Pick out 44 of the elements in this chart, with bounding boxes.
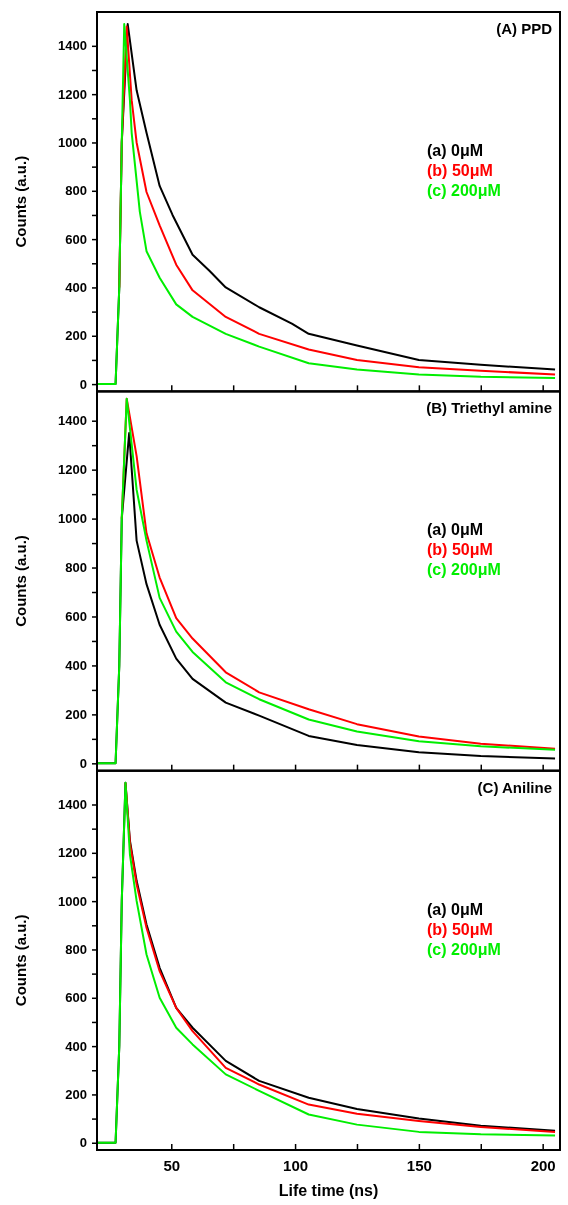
text: (c) 200μM [427,940,501,958]
y-tick-label: 600 [65,609,87,625]
text: (c) 200μM [427,561,501,579]
y-tick-label: 1000 [58,893,87,909]
y-tick-label: 1000 [58,511,87,527]
text: (c) 200μM [427,182,501,200]
text: (C) Aniline [477,778,552,796]
y-tick-label: 400 [65,280,87,296]
text: (b) 50μM [427,920,493,938]
x-tick-label: 200 [530,1156,556,1174]
text: (A) PPD [496,20,553,37]
y-tick-label: 1400 [58,38,87,54]
x-tick-label: 50 [163,1156,181,1174]
y-axis-title: Counts (a.u.) [12,914,29,1007]
y-axis-title: Counts (a.u.) [12,155,29,248]
y-tick-label: 0 [79,376,87,392]
y-tick-label: 800 [65,942,87,958]
x-tick-label: 150 [406,1156,432,1174]
y-tick-label: 1200 [58,86,87,102]
y-tick-label: 400 [65,658,87,674]
y-axis-title: Counts (a.u.) [12,535,29,627]
y-tick-label: 400 [65,1038,87,1054]
x-axis-title: Life time (ns) [278,1182,379,1199]
y-tick-label: 1000 [58,135,87,151]
text: (B) Triethyl amine [426,399,552,417]
y-tick-label: 600 [65,990,87,1006]
text: (b) 50μM [427,162,493,180]
y-tick-label: 1400 [58,413,87,429]
y-tick-label: 1200 [58,845,87,861]
text: (a) 0μM [427,900,484,918]
text: (a) 0μM [427,142,484,160]
text: (b) 50μM [427,541,493,559]
y-tick-label: 1400 [58,797,87,813]
text: (a) 0μM [427,521,484,539]
y-tick-label: 800 [65,560,87,576]
y-tick-label: 200 [65,707,87,723]
y-tick-label: 200 [65,328,87,344]
y-tick-label: 0 [79,755,87,771]
x-tick-label: 100 [283,1156,309,1174]
y-tick-label: 200 [65,1087,87,1103]
y-tick-label: 600 [65,231,87,247]
y-tick-label: 800 [65,183,87,199]
y-tick-label: 1200 [58,462,87,478]
y-tick-label: 0 [79,1135,87,1151]
